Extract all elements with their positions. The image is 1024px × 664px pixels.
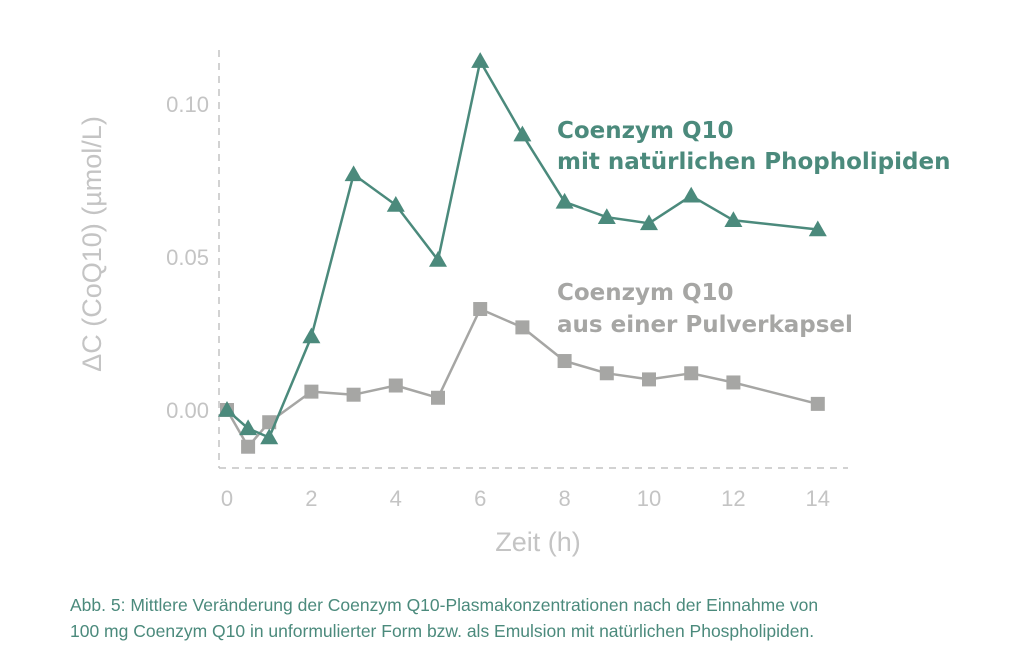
series-phospholipid <box>218 52 827 445</box>
square-marker <box>810 396 825 411</box>
y-tick-label: 0.05 <box>166 245 209 270</box>
triangle-marker <box>302 327 321 344</box>
x-tick-label: 4 <box>390 486 402 511</box>
triangle-marker <box>597 208 616 224</box>
square-marker <box>684 366 699 381</box>
series-layer <box>218 52 827 454</box>
triangle-marker <box>682 186 701 203</box>
x-tick-label: 8 <box>558 486 570 511</box>
caption-line-1: Abb. 5: Mittlere Veränderung der Coenzym… <box>70 595 819 615</box>
x-tick-label: 14 <box>806 486 830 511</box>
series-label-phospholipid-line1: Coenzym Q10 <box>557 118 734 144</box>
square-marker <box>557 354 572 369</box>
x-tick-label: 2 <box>305 486 317 511</box>
series-label-phospholipid: Coenzym Q10 mit natürlichen Phopholipide… <box>557 118 950 175</box>
triangle-marker <box>640 214 658 231</box>
x-tick-labels: 0 2 4 6 8 10 12 14 <box>221 486 830 511</box>
square-marker <box>262 415 277 430</box>
x-tick-label: 12 <box>721 486 745 511</box>
triangle-marker <box>471 52 490 68</box>
line-chart: 0.00 0.05 0.10 0 2 4 6 8 10 12 14 Zeit (h) ΔC (Co… <box>77 50 950 557</box>
triangle-marker <box>724 211 743 228</box>
triangle-marker <box>239 419 258 436</box>
x-tick-label: 0 <box>221 486 233 511</box>
series-label-powder-line2: aus einer Pulverkapsel <box>557 312 853 338</box>
triangle-marker <box>513 125 532 142</box>
triangle-marker <box>344 165 363 182</box>
square-marker <box>599 366 614 381</box>
triangle-marker <box>218 401 236 417</box>
square-marker <box>346 387 361 402</box>
triangle-marker <box>386 195 405 212</box>
series-label-powder: Coenzym Q10 aus einer Pulverkapsel <box>557 280 853 338</box>
x-axis-title: Zeit (h) <box>495 527 581 557</box>
triangle-marker <box>260 428 279 445</box>
square-marker <box>515 320 530 335</box>
caption-line-2: 100 mg Coenzym Q10 in unformulierter For… <box>70 621 815 641</box>
triangle-marker <box>429 251 447 267</box>
y-tick-label: 0.00 <box>166 398 209 423</box>
square-marker <box>388 378 403 393</box>
triangle-marker <box>808 220 827 237</box>
x-tick-label: 6 <box>474 486 486 511</box>
y-tick-label: 0.10 <box>166 92 209 117</box>
series-label-powder-line1: Coenzym Q10 <box>557 280 734 306</box>
series-label-phospholipid-line2: mit natürlichen Phopholipiden <box>557 149 950 175</box>
square-marker <box>241 439 256 454</box>
triangle-marker <box>555 192 574 209</box>
y-axis-title: ΔC (CoQ10) (µmol/L) <box>77 116 107 372</box>
series-powder <box>220 302 825 454</box>
x-tick-label: 10 <box>637 486 661 511</box>
square-marker <box>304 384 319 399</box>
square-marker <box>431 390 445 405</box>
y-tick-labels: 0.00 0.05 0.10 <box>166 92 209 423</box>
square-marker <box>642 372 656 387</box>
square-marker <box>473 302 488 317</box>
figure-caption: Abb. 5: Mittlere Veränderung der Coenzym… <box>70 592 1010 644</box>
square-marker <box>726 375 741 390</box>
